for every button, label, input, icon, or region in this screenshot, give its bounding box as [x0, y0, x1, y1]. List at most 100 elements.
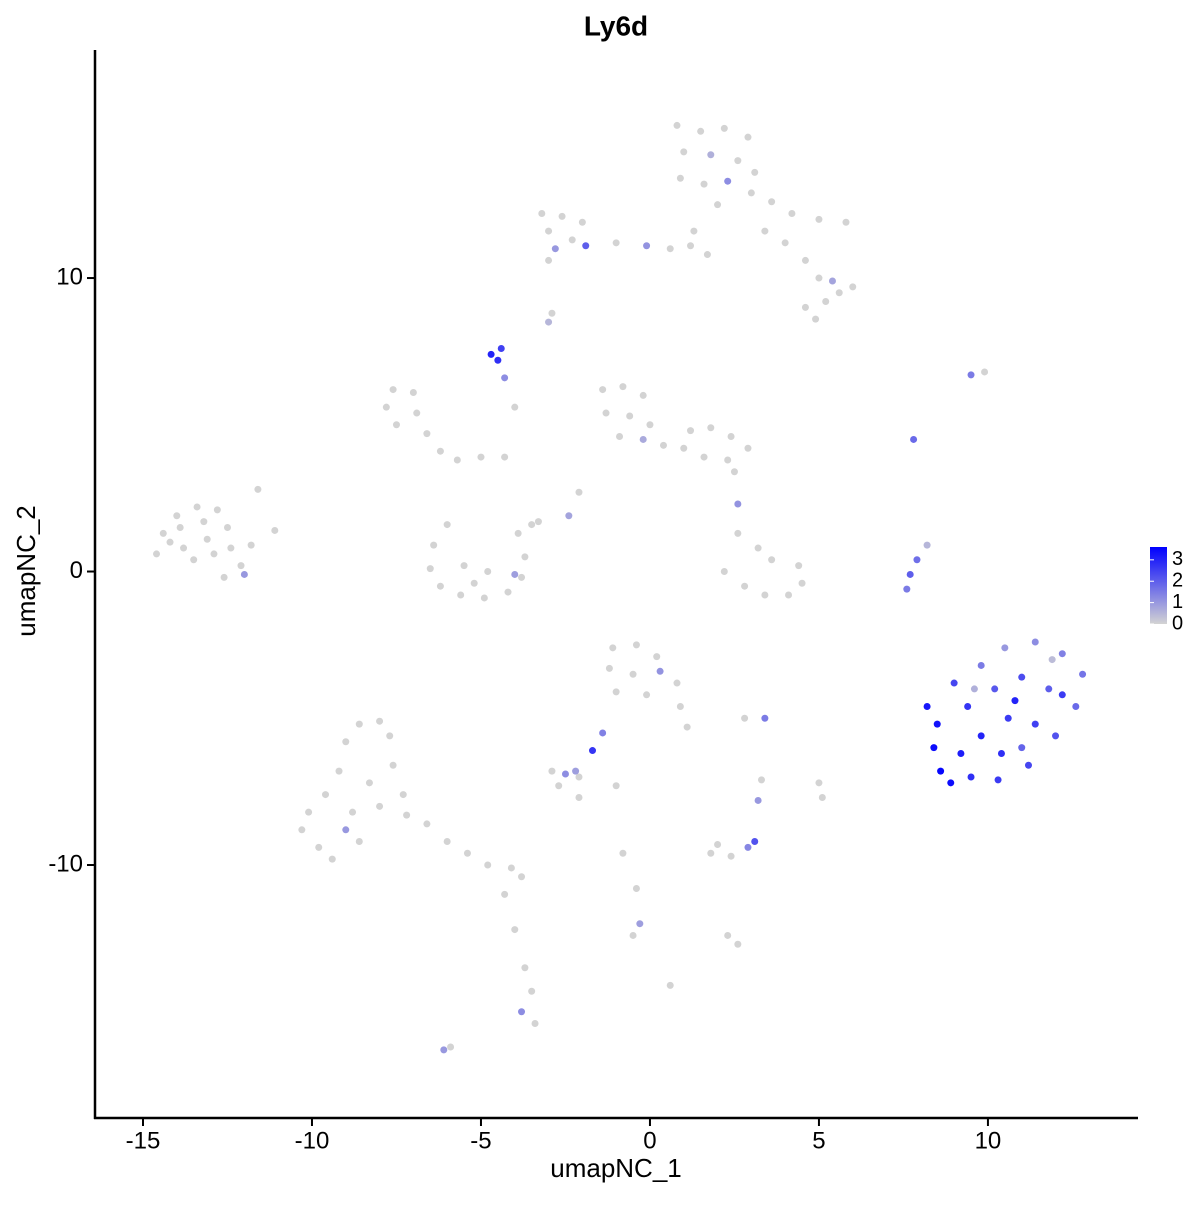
- point: [254, 485, 262, 493]
- point: [761, 227, 769, 235]
- point: [599, 386, 607, 394]
- y-tick-label: 10: [56, 263, 83, 290]
- point: [538, 209, 546, 217]
- point: [511, 403, 519, 411]
- point: [440, 1046, 448, 1054]
- point: [389, 761, 397, 769]
- point: [322, 791, 330, 799]
- point: [342, 826, 350, 834]
- point: [798, 579, 806, 587]
- point: [582, 242, 590, 250]
- point: [521, 964, 529, 972]
- point: [315, 843, 323, 851]
- point: [818, 794, 826, 802]
- point: [589, 747, 597, 755]
- point: [518, 873, 526, 881]
- point: [734, 529, 742, 537]
- point: [349, 808, 357, 816]
- colorbar-tick-label: 2: [1172, 570, 1183, 592]
- point: [741, 714, 749, 722]
- point: [690, 227, 698, 235]
- point: [659, 441, 667, 449]
- colorbar: [1150, 547, 1167, 624]
- point: [947, 779, 955, 787]
- point: [977, 661, 985, 669]
- point: [423, 430, 431, 438]
- point: [1001, 644, 1009, 652]
- point: [903, 585, 911, 593]
- point: [392, 421, 400, 429]
- point: [335, 767, 343, 775]
- point: [561, 770, 569, 778]
- point: [575, 773, 583, 781]
- point: [180, 544, 188, 552]
- point: [1058, 650, 1066, 658]
- y-tick-label: -10: [48, 850, 83, 877]
- point: [247, 541, 255, 549]
- point: [646, 421, 654, 429]
- point: [153, 550, 161, 558]
- point: [734, 500, 742, 508]
- point: [1004, 714, 1012, 722]
- point: [423, 820, 431, 828]
- point: [514, 529, 522, 537]
- point: [545, 227, 553, 235]
- point: [1058, 691, 1066, 699]
- point: [443, 521, 451, 529]
- point: [970, 685, 978, 693]
- point: [305, 808, 313, 816]
- point: [676, 174, 684, 182]
- point: [697, 127, 705, 135]
- point: [950, 679, 958, 687]
- point: [619, 849, 627, 857]
- point: [1018, 744, 1026, 752]
- point: [653, 653, 661, 661]
- point: [757, 776, 765, 784]
- point: [683, 723, 691, 731]
- point: [518, 1008, 526, 1016]
- point: [734, 940, 742, 948]
- point: [923, 541, 931, 549]
- point: [923, 703, 931, 711]
- point: [730, 468, 738, 476]
- point: [676, 703, 684, 711]
- point: [409, 388, 417, 396]
- point: [849, 283, 857, 291]
- point: [545, 318, 553, 326]
- point: [389, 386, 397, 394]
- point: [612, 239, 620, 247]
- point: [619, 383, 627, 391]
- colorbar-tick-label: 1: [1172, 591, 1183, 613]
- x-tick-label: 0: [643, 1127, 656, 1154]
- point: [714, 201, 722, 209]
- point: [210, 550, 218, 558]
- point: [480, 594, 488, 602]
- point: [707, 849, 715, 857]
- point: [237, 562, 245, 570]
- point: [159, 529, 167, 537]
- point: [487, 350, 495, 358]
- point: [501, 890, 509, 898]
- point: [376, 802, 384, 810]
- point: [981, 368, 989, 376]
- point: [815, 215, 823, 223]
- point: [507, 864, 515, 872]
- point: [1018, 673, 1026, 681]
- point: [568, 236, 576, 244]
- point: [666, 245, 674, 253]
- point: [842, 218, 850, 226]
- point: [680, 444, 688, 452]
- point: [761, 714, 769, 722]
- point: [612, 688, 620, 696]
- point: [700, 453, 708, 461]
- x-tick-label: 5: [812, 1127, 825, 1154]
- point: [355, 838, 363, 846]
- point: [203, 535, 211, 543]
- point: [528, 521, 536, 529]
- x-tick-label: 10: [975, 1127, 1002, 1154]
- point: [727, 852, 735, 860]
- y-axis-label: umapNC_2: [11, 505, 41, 637]
- point: [436, 447, 444, 455]
- point: [213, 506, 221, 514]
- point: [1031, 720, 1039, 728]
